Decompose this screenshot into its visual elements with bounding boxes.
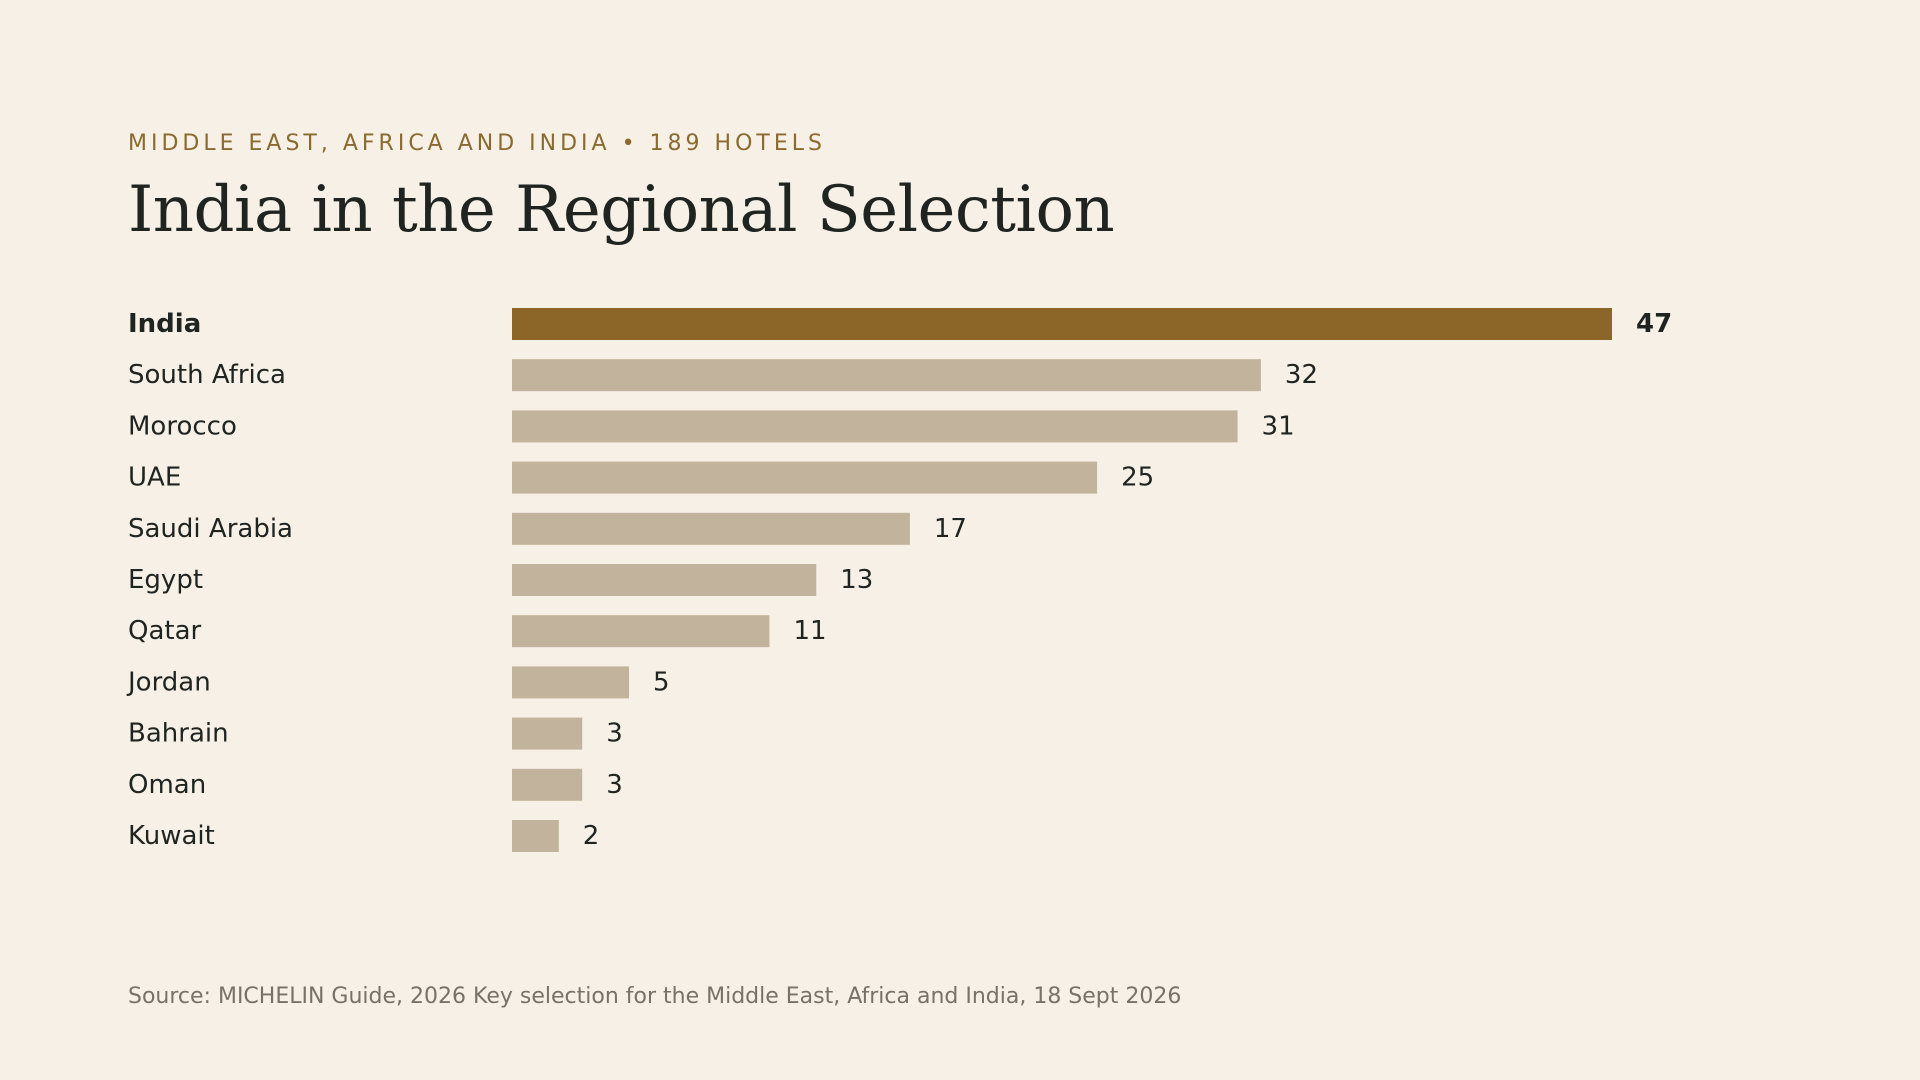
category-label-saudi-arabia: Saudi Arabia	[128, 514, 293, 544]
category-label-jordan: Jordan	[126, 667, 211, 697]
value-label-oman: 3	[606, 770, 623, 800]
category-label-egypt: Egypt	[128, 565, 203, 595]
category-label-india: India	[128, 309, 201, 339]
bar-jordan	[512, 666, 630, 699]
bar-india	[512, 308, 1612, 340]
bar-uae	[512, 461, 1098, 494]
category-label-uae: UAE	[128, 463, 181, 493]
bar-kuwait	[512, 820, 559, 852]
category-label-bahrain: Bahrain	[128, 719, 229, 749]
category-label-oman: Oman	[128, 770, 206, 800]
value-label-egypt: 13	[840, 565, 873, 595]
bar-qatar	[512, 615, 770, 648]
bar-saudi-arabia	[512, 512, 910, 545]
value-label-saudi-arabia: 17	[934, 514, 967, 544]
value-label-bahrain: 3	[606, 719, 623, 749]
value-label-kuwait: 2	[583, 821, 600, 851]
value-label-jordan: 5	[653, 667, 670, 697]
bar-oman	[512, 768, 583, 801]
value-label-qatar: 11	[793, 616, 826, 646]
bar-south-africa	[512, 359, 1261, 392]
value-label-india: 47	[1636, 309, 1672, 339]
bar-bahrain	[512, 717, 583, 750]
chart-title: India in the Regional Selection	[128, 173, 1115, 247]
category-label-south-africa: South Africa	[128, 360, 286, 390]
value-label-morocco: 31	[1262, 411, 1295, 441]
bar-egypt	[512, 564, 817, 596]
category-label-morocco: Morocco	[128, 411, 237, 441]
category-label-kuwait: Kuwait	[128, 821, 215, 851]
bar-morocco	[512, 410, 1238, 443]
source-note: Source: MICHELIN Guide, 2026 Key selecti…	[128, 984, 1182, 1009]
value-label-south-africa: 32	[1285, 360, 1318, 390]
category-label-qatar: Qatar	[128, 616, 202, 646]
chart-kicker: MIDDLE EAST, AFRICA AND INDIA • 189 HOTE…	[128, 131, 826, 156]
value-label-uae: 25	[1121, 463, 1154, 493]
